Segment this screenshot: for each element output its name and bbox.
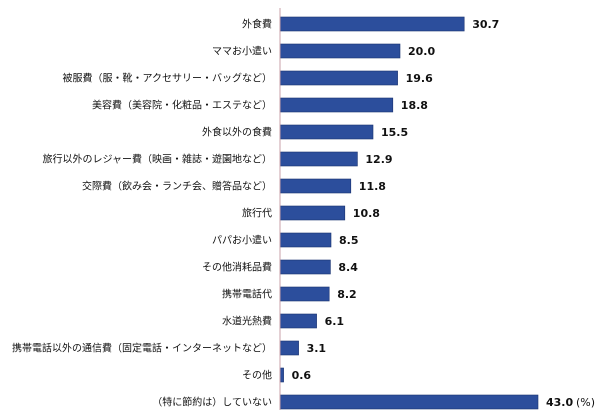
category-label-2: 被服費（服・靴・アクセサリー・バッグなど） bbox=[63, 72, 273, 85]
category-label-7: 旅行代 bbox=[242, 207, 272, 220]
category-label-11: 水道光熱費 bbox=[222, 315, 272, 328]
bar-0 bbox=[279, 16, 465, 32]
value-label-6: 11.8 bbox=[359, 180, 386, 193]
unit-label: (%) bbox=[576, 396, 595, 409]
bar-6 bbox=[279, 178, 352, 194]
bar-13 bbox=[279, 367, 284, 383]
value-label-2: 19.6 bbox=[406, 72, 433, 85]
bar-14 bbox=[279, 394, 539, 410]
value-label-10: 8.2 bbox=[337, 288, 357, 301]
bar-2 bbox=[279, 70, 398, 86]
category-label-4: 外食以外の食費 bbox=[202, 126, 272, 139]
value-label-9: 8.4 bbox=[338, 261, 358, 274]
category-label-6: 交際費（飲み会・ランチ会、贈答品など） bbox=[82, 180, 272, 193]
category-label-13: その他 bbox=[242, 369, 272, 382]
bar-9 bbox=[279, 259, 331, 275]
category-label-12: 携帯電話以外の通信費（固定電話・インターネットなど） bbox=[12, 342, 272, 355]
category-label-0: 外食費 bbox=[242, 18, 272, 31]
category-label-9: その他消耗品費 bbox=[202, 261, 272, 274]
value-label-3: 18.8 bbox=[401, 99, 428, 112]
category-label-3: 美容費（美容院・化粧品・エステなど） bbox=[92, 99, 272, 112]
bar-11 bbox=[279, 313, 317, 329]
category-label-5: 旅行以外のレジャー費（映画・雑誌・遊園地など） bbox=[43, 153, 273, 166]
bar-10 bbox=[279, 286, 330, 302]
category-label-14: （特に節約は）していない bbox=[152, 396, 272, 409]
bar-8 bbox=[279, 232, 332, 248]
value-label-13: 0.6 bbox=[292, 369, 312, 382]
value-label-11: 6.1 bbox=[325, 315, 345, 328]
category-label-8: パパお小遣い bbox=[212, 234, 272, 247]
value-label-8: 8.5 bbox=[339, 234, 359, 247]
bar-12 bbox=[279, 340, 299, 356]
bar-1 bbox=[279, 43, 401, 59]
value-label-0: 30.7 bbox=[472, 18, 499, 31]
value-label-12: 3.1 bbox=[307, 342, 327, 355]
bar-7 bbox=[279, 205, 346, 221]
value-label-14: 43.0 bbox=[546, 396, 573, 409]
bar-3 bbox=[279, 97, 394, 113]
value-label-5: 12.9 bbox=[365, 153, 392, 166]
category-label-10: 携帯電話代 bbox=[222, 288, 272, 301]
value-label-1: 20.0 bbox=[408, 45, 435, 58]
category-label-1: ママお小遣い bbox=[212, 45, 272, 58]
bar-5 bbox=[279, 151, 358, 167]
labels-group: 外食費 30.7 ママお小遣い 20.0 被服費（服・靴・アクセサリー・バッグなど） 19… bbox=[12, 18, 595, 410]
value-label-4: 15.5 bbox=[381, 126, 408, 139]
value-label-7: 10.8 bbox=[353, 207, 380, 220]
bar-4 bbox=[279, 124, 374, 140]
